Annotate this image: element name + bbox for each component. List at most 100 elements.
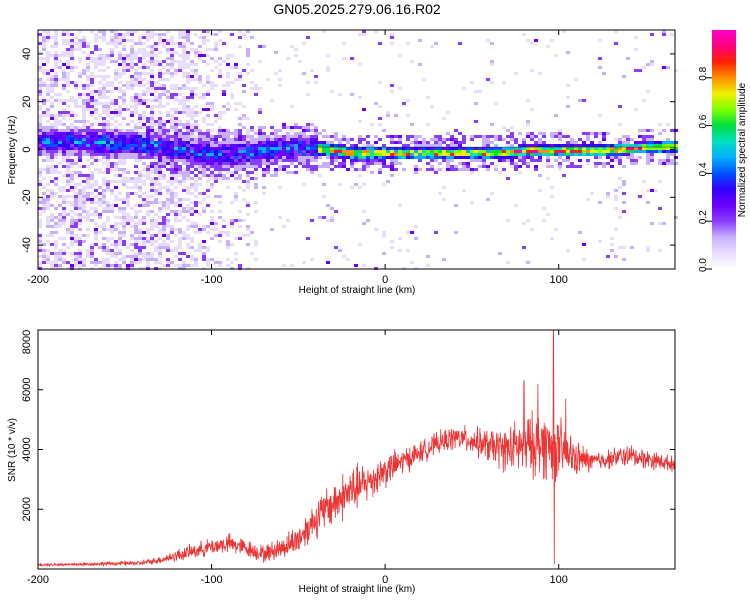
heatmap-cell [54, 222, 58, 225]
snr-x-label: Height of straight line (km) [299, 584, 416, 595]
heatmap-cell [262, 141, 266, 144]
heatmap-cell [674, 156, 678, 159]
heatmap-cell [134, 153, 138, 156]
heatmap-cell [650, 150, 654, 153]
heatmap-cell [250, 36, 254, 39]
heatmap-cell [134, 135, 138, 138]
heatmap-cell [178, 69, 182, 72]
heatmap-cell [310, 129, 314, 132]
heatmap-cell [458, 147, 462, 150]
heatmap-cell [134, 30, 138, 33]
heatmap-cell [662, 141, 666, 144]
heatmap-cell [122, 129, 126, 132]
heatmap-cell [134, 186, 138, 189]
heatmap-cell [62, 87, 66, 90]
heatmap-cell [378, 156, 382, 159]
heatmap-cell [202, 162, 206, 165]
heatmap-cell [238, 186, 242, 189]
heatmap-cell [358, 174, 362, 177]
heatmap-cell [150, 183, 154, 186]
heatmap-cell [182, 96, 186, 99]
heatmap-cell [138, 171, 142, 174]
heatmap-cell [74, 105, 78, 108]
y-tick-label: 0 [21, 146, 33, 152]
heatmap-cell [218, 72, 222, 75]
heatmap-cell [102, 207, 106, 210]
heatmap-cell [186, 174, 190, 177]
heatmap-cell [590, 141, 594, 144]
heatmap-cell [246, 51, 250, 54]
heatmap-cell [498, 153, 502, 156]
heatmap-cell [286, 135, 290, 138]
heatmap-cell [670, 144, 674, 147]
heatmap-cell [570, 141, 574, 144]
heatmap-cell [146, 129, 150, 132]
heatmap-cell [106, 153, 110, 156]
heatmap-cell [258, 150, 262, 153]
heatmap-cell [138, 249, 142, 252]
heatmap-cell [126, 138, 130, 141]
heatmap-cell [46, 111, 50, 114]
heatmap-cell [254, 243, 258, 246]
heatmap-cell [674, 129, 678, 132]
heatmap-cell [174, 264, 178, 267]
heatmap-cell [110, 129, 114, 132]
heatmap-cell [66, 228, 70, 231]
heatmap-cell [126, 84, 130, 87]
heatmap-cell [466, 153, 470, 156]
heatmap-cell [186, 171, 190, 174]
heatmap-cell [214, 153, 218, 156]
heatmap-cell [386, 156, 390, 159]
heatmap-cell [354, 156, 358, 159]
heatmap-cell [190, 201, 194, 204]
heatmap-cell [98, 225, 102, 228]
heatmap-cell [198, 51, 202, 54]
heatmap-cell [158, 174, 162, 177]
heatmap-cell [198, 156, 202, 159]
spectrogram-y-label: Frequency (Hz) [7, 116, 18, 185]
heatmap-cell [82, 123, 86, 126]
heatmap-cell [86, 150, 90, 153]
heatmap-cell [334, 159, 338, 162]
heatmap-cell [402, 150, 406, 153]
heatmap-cell [50, 96, 54, 99]
heatmap-cell [66, 138, 70, 141]
heatmap-cell [150, 141, 154, 144]
heatmap-cell [326, 54, 330, 57]
heatmap-cell [378, 171, 382, 174]
heatmap-cell [62, 129, 66, 132]
heatmap-cell [78, 189, 82, 192]
heatmap-cell [250, 81, 254, 84]
heatmap-cell [70, 135, 74, 138]
heatmap-cell [66, 168, 70, 171]
heatmap-cell [90, 99, 94, 102]
heatmap-cell [66, 114, 70, 117]
heatmap-cell [286, 219, 290, 222]
heatmap-cell [658, 180, 662, 183]
heatmap-cell [46, 189, 50, 192]
heatmap-cell [46, 120, 50, 123]
heatmap-cell [414, 237, 418, 240]
heatmap-cell [170, 96, 174, 99]
heatmap-cell [518, 150, 522, 153]
heatmap-cell [394, 156, 398, 159]
heatmap-cell [46, 165, 50, 168]
heatmap-cell [586, 159, 590, 162]
heatmap-cell [90, 243, 94, 246]
heatmap-cell [70, 174, 74, 177]
heatmap-cell [210, 219, 214, 222]
heatmap-cell [634, 69, 638, 72]
heatmap-cell [366, 159, 370, 162]
heatmap-cell [158, 171, 162, 174]
heatmap-cell [138, 72, 142, 75]
heatmap-cell [70, 129, 74, 132]
heatmap-cell [646, 144, 650, 147]
heatmap-cell [406, 114, 410, 117]
heatmap-cell [38, 255, 42, 258]
heatmap-cell [190, 108, 194, 111]
heatmap-cell [126, 213, 130, 216]
heatmap-cell [414, 225, 418, 228]
heatmap-cell [406, 150, 410, 153]
heatmap-cell [114, 60, 118, 63]
heatmap-cell [70, 126, 74, 129]
